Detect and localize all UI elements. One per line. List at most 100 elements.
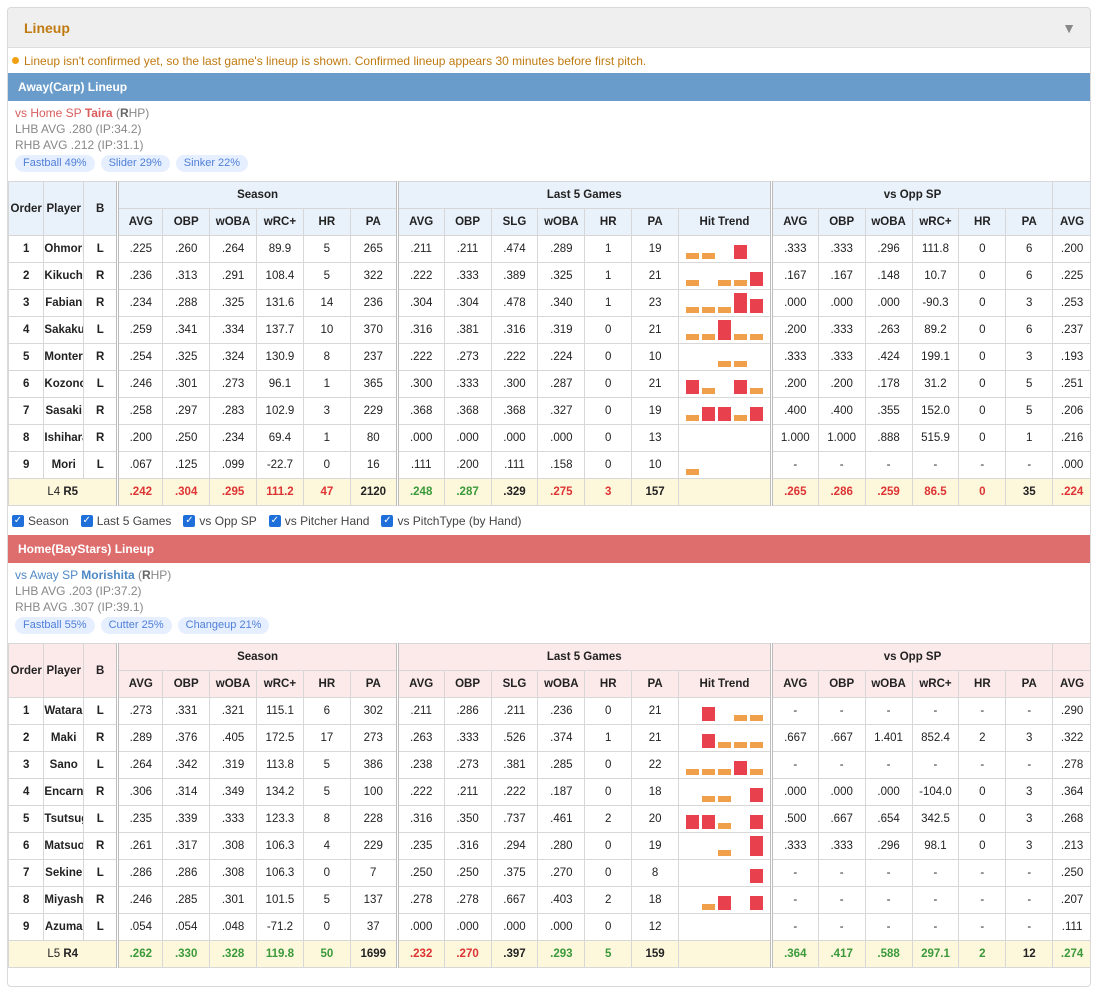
checkbox-checked-icon[interactable]: ✓ — [183, 515, 195, 527]
checkbox-checked-icon[interactable]: ✓ — [12, 515, 24, 527]
vs-opp-stat: .667 — [818, 725, 865, 752]
header-vsopp-col: HR — [959, 209, 1006, 236]
player-name[interactable]: Mori — [44, 452, 84, 479]
hand-count: L5 R4 — [9, 941, 118, 968]
header-hand: B — [84, 182, 118, 236]
player-name[interactable]: Sakakura — [44, 317, 84, 344]
vs-opp-stat: - — [865, 914, 912, 941]
last5-stat: 21 — [632, 698, 679, 725]
last5-stat: 0 — [585, 779, 632, 806]
season-stat: .339 — [163, 806, 210, 833]
season-stat: 106.3 — [257, 860, 304, 887]
season-stat: .125 — [163, 452, 210, 479]
vs-opp-stat: 5 — [1006, 398, 1053, 425]
player-row: 9 Azuma L .054.054.048 -71.2 0 37.000.000.000.… — [9, 914, 1092, 941]
last5-stat: .325 — [538, 263, 585, 290]
player-name[interactable]: Kikuchi — [44, 263, 84, 290]
player-name[interactable]: Fabian — [44, 290, 84, 317]
hit-trend-cell — [679, 833, 772, 860]
home-sp-lhb: LHB AVG .203 (IP:37.2) — [15, 583, 1090, 599]
vs-opp-stat: 0 — [959, 779, 1006, 806]
header-season-col: OBP — [163, 209, 210, 236]
option-vs-pitchtype[interactable]: ✓ vs PitchType (by Hand) — [381, 514, 521, 528]
player-name[interactable]: Montero — [44, 344, 84, 371]
vs-opp-stat: - — [818, 698, 865, 725]
vs-opp-stat: .000 — [771, 779, 818, 806]
season-stat: .258 — [118, 398, 163, 425]
player-name[interactable]: Ishihara — [44, 425, 84, 452]
batting-hand: L — [84, 860, 118, 887]
hit-trend-bar — [734, 742, 747, 748]
player-name[interactable]: Ohmori — [44, 236, 84, 263]
player-name[interactable]: Kozono — [44, 371, 84, 398]
hit-trend-chart — [684, 374, 764, 394]
player-name[interactable]: Matsuo — [44, 833, 84, 860]
vs-opp-stat: - — [1006, 452, 1053, 479]
batting-order: 7 — [9, 860, 44, 887]
season-stat: .246 — [118, 371, 163, 398]
season-stat: 101.5 — [257, 887, 304, 914]
vs-opp-stat: - — [865, 887, 912, 914]
season-stat: 134.2 — [257, 779, 304, 806]
last5-stat: .737 — [491, 806, 538, 833]
hit-trend-bar — [718, 407, 731, 421]
player-name[interactable]: Watarai — [44, 698, 84, 725]
vs-opp-stat: .000 — [771, 290, 818, 317]
away-sp-name[interactable]: Taira — [85, 106, 113, 120]
season-stat: .286 — [118, 860, 163, 887]
player-name[interactable]: Sano — [44, 752, 84, 779]
last5-stat: .211 — [444, 236, 491, 263]
vs-opp-stat: 3 — [1006, 833, 1053, 860]
header-last5-col: wOBA — [538, 209, 585, 236]
option-season[interactable]: ✓ Season — [12, 514, 69, 528]
header-season-col: wRC+ — [257, 209, 304, 236]
header-season-col: AVG — [118, 209, 163, 236]
player-name[interactable]: Sasaki — [44, 398, 84, 425]
player-name[interactable]: Azuma — [44, 914, 84, 941]
last5-stat: .222 — [397, 344, 444, 371]
vs-opp-stat: - — [912, 452, 959, 479]
last5-stat: .222 — [491, 344, 538, 371]
season-stat: .099 — [210, 452, 257, 479]
checkbox-checked-icon[interactable]: ✓ — [381, 515, 393, 527]
season-stat: 7 — [350, 860, 397, 887]
vs-opp-stat: 6 — [1006, 263, 1053, 290]
last5-stat: .235 — [397, 833, 444, 860]
season-stat: 6 — [303, 698, 350, 725]
collapse-caret-icon[interactable]: ▼ — [1062, 20, 1076, 36]
header-season-col: PA — [350, 671, 397, 698]
season-total: 47 — [303, 479, 350, 506]
checkbox-checked-icon[interactable]: ✓ — [269, 515, 281, 527]
player-name[interactable]: Tsutsugo — [44, 806, 84, 833]
vs-opp-stat: 0 — [959, 425, 1006, 452]
last5-stat: .300 — [397, 371, 444, 398]
home-sp-rhb: RHB AVG .307 (IP:39.1) — [15, 599, 1090, 615]
vs-opp-stat: - — [771, 887, 818, 914]
vs-opp-stat: .000 — [865, 779, 912, 806]
vs-opp-stat: -90.3 — [912, 290, 959, 317]
season-stat: .331 — [163, 698, 210, 725]
vs-opp-stat: 10.7 — [912, 263, 959, 290]
option-last5[interactable]: ✓ Last 5 Games — [81, 514, 172, 528]
season-stat: 17 — [303, 725, 350, 752]
home-sp-name[interactable]: Morishita — [81, 568, 134, 582]
season-stat: .054 — [118, 914, 163, 941]
last5-stat: .000 — [444, 425, 491, 452]
last5-stat: .316 — [397, 317, 444, 344]
option-vs-opp-sp[interactable]: ✓ vs Opp SP — [183, 514, 256, 528]
checkbox-checked-icon[interactable]: ✓ — [81, 515, 93, 527]
hit-trend-bar — [718, 823, 731, 829]
last5-stat: .000 — [444, 914, 491, 941]
vs-opp-stat: .200 — [818, 371, 865, 398]
option-vs-pitcher-hand[interactable]: ✓ vs Pitcher Hand — [269, 514, 370, 528]
player-name[interactable]: Miyashita — [44, 887, 84, 914]
player-name[interactable]: Maki — [44, 725, 84, 752]
vs-opp-stat: 0 — [959, 317, 1006, 344]
hit-trend-chart — [684, 266, 764, 286]
vs-opp-stat: - — [959, 752, 1006, 779]
hit-trend-bar — [702, 904, 715, 910]
player-name[interactable]: Encarnacion — [44, 779, 84, 806]
season-stat: 273 — [350, 725, 397, 752]
panel-header[interactable]: Lineup ▼ — [8, 8, 1090, 48]
player-name[interactable]: Sekine — [44, 860, 84, 887]
